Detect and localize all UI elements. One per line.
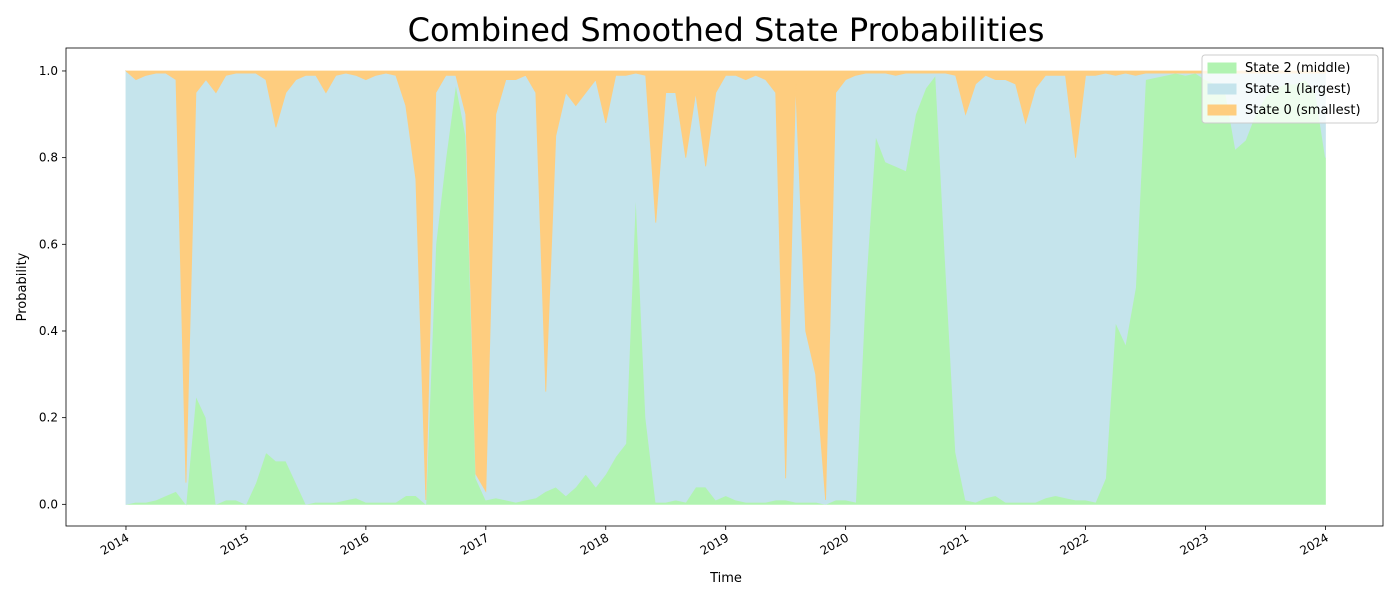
- legend-label: State 1 (largest): [1245, 82, 1351, 97]
- x-tick-label: 2019: [698, 530, 731, 557]
- y-tick-label: 0.0: [39, 497, 58, 511]
- x-tick-label: 2014: [98, 530, 131, 557]
- legend-frame: [1201, 54, 1379, 124]
- legend: State 2 (middle) State 1 (largest) State 0…: [1201, 54, 1379, 124]
- x-tick-label: 2020: [818, 530, 851, 557]
- legend-swatch: [1207, 104, 1237, 116]
- y-axis-label: Probability: [15, 252, 30, 321]
- legend-label: State 0 (smallest): [1245, 103, 1361, 118]
- x-tick-label: 2024: [1297, 530, 1330, 557]
- x-tick-label: 2016: [338, 530, 371, 557]
- y-tick-label: 0.4: [39, 324, 58, 338]
- y-tick-label: 1.0: [39, 64, 58, 78]
- y-tick-label: 0.8: [39, 151, 58, 165]
- plot-frame: [65, 47, 1384, 527]
- legend-label: State 2 (middle): [1245, 61, 1350, 76]
- legend-swatch: [1207, 83, 1237, 95]
- y-tick-label: 0.6: [39, 237, 58, 251]
- x-tick-label: 2018: [578, 530, 611, 557]
- x-tick-label: 2021: [938, 530, 971, 557]
- x-tick-label: 2023: [1178, 530, 1211, 557]
- x-tick-label: 2017: [458, 530, 491, 557]
- x-tick-label: 2015: [218, 530, 251, 557]
- legend-swatch: [1207, 62, 1237, 74]
- x-tick-label: 2022: [1058, 530, 1091, 557]
- y-tick-label: 0.2: [39, 411, 58, 425]
- chart-title: Combined Smoothed State Probabilities: [408, 11, 1045, 49]
- x-axis-label: Time: [709, 571, 742, 586]
